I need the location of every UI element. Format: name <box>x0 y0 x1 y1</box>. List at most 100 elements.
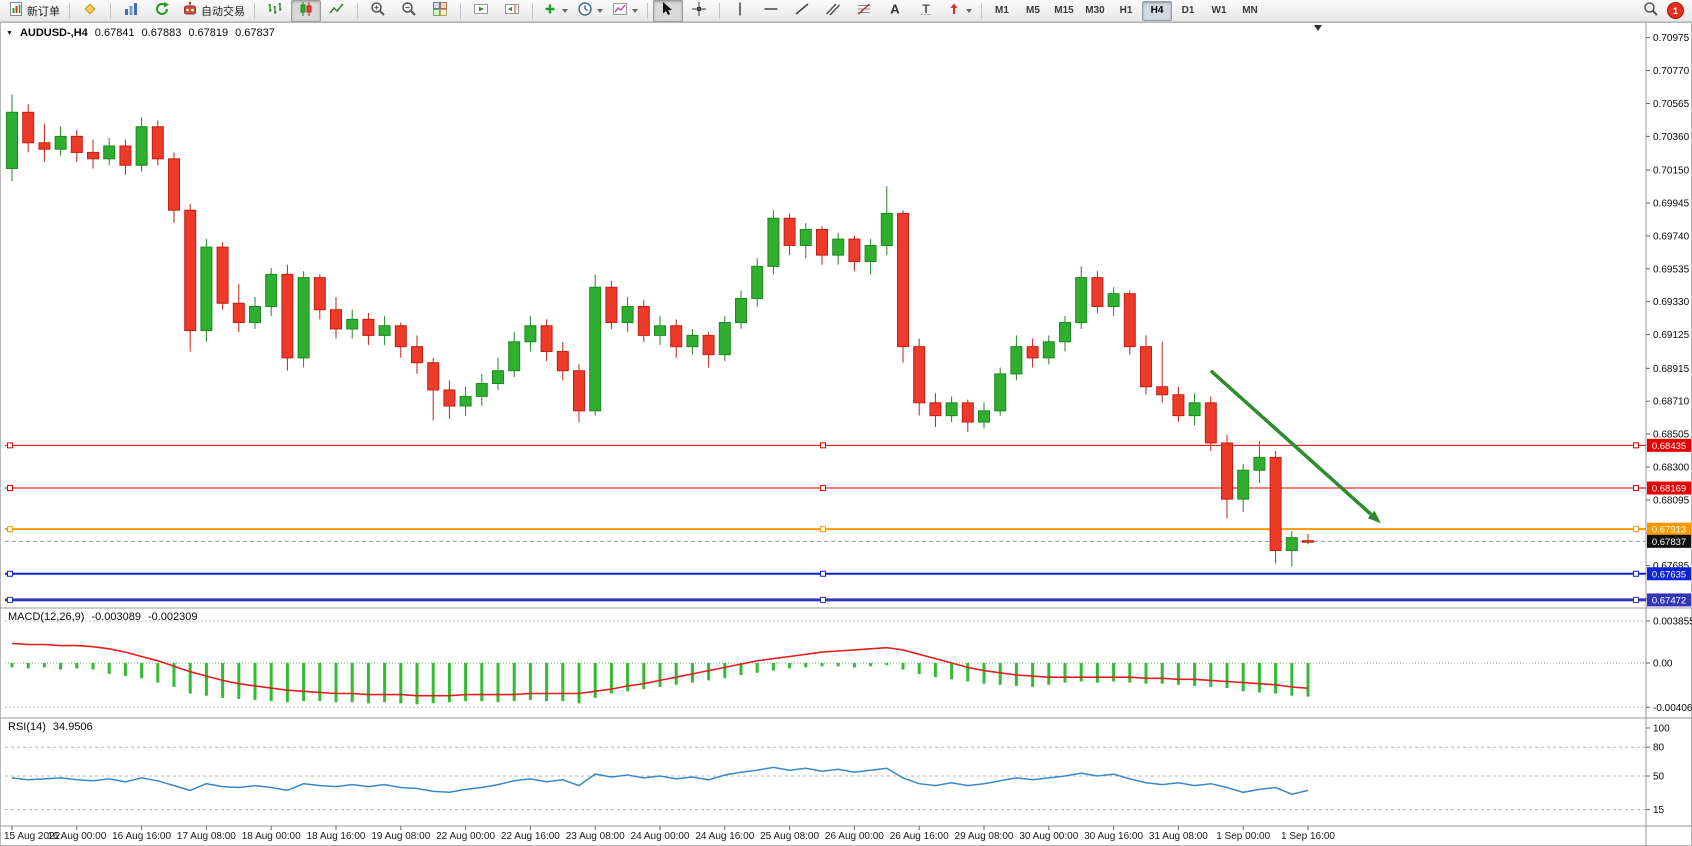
horizontal-line-tool-button[interactable] <box>756 0 786 22</box>
svg-text:26 Aug 16:00: 26 Aug 16:00 <box>890 831 949 842</box>
svg-text:17 Aug 08:00: 17 Aug 08:00 <box>177 831 236 842</box>
chart-shift-button[interactable] <box>497 0 527 22</box>
timeframe-m30-button[interactable]: M30 <box>1085 5 1105 16</box>
periods-button[interactable] <box>573 0 607 22</box>
templates-button[interactable] <box>608 0 642 22</box>
chart-ohlc-header: ▼ AUDUSD-,H4 0.67841 0.67883 0.67819 0.6… <box>6 27 275 39</box>
toolbar-separator <box>647 2 648 19</box>
search-button[interactable] <box>1636 0 1666 22</box>
indicators-button[interactable] <box>538 0 572 22</box>
rsi-pane[interactable]: 100 80 50 15 <box>5 724 1670 817</box>
svg-text:100: 100 <box>1653 724 1670 735</box>
profiles-button[interactable] <box>75 0 105 22</box>
svg-text:A: A <box>890 2 900 17</box>
ohlc-high: 0.67883 <box>141 27 182 39</box>
trend-arrow-object[interactable] <box>1209 369 1381 524</box>
auto-trading-robot-icon <box>182 1 198 20</box>
chart-shift-marker[interactable] <box>1314 25 1322 31</box>
macd-indicator-label: MACD(12,26,9) -0.003089 -0.002309 <box>8 611 198 623</box>
price-tags: 0.68435 0.68169 0.67913 0.67635 0.67472 0.678… <box>1647 438 1691 607</box>
timeframe-mn-button[interactable]: MN <box>1242 5 1258 16</box>
timeframe-w1-button[interactable]: W1 <box>1211 5 1227 16</box>
line-chart-button[interactable] <box>322 0 352 22</box>
svg-text:0.68505: 0.68505 <box>1653 430 1690 441</box>
ohlc-bars-icon <box>267 1 283 20</box>
horizontal-line-icon <box>763 1 779 20</box>
rsi-name: RSI(14) <box>8 721 46 733</box>
text-label-tool-button[interactable]: T <box>911 0 941 22</box>
zoom-in-button[interactable] <box>363 0 393 22</box>
toolbar-separator <box>532 2 533 19</box>
profile-diamond-icon <box>82 1 98 20</box>
new-order-button[interactable]: 新订单 <box>4 0 64 22</box>
text-tool-button[interactable]: A <box>880 0 910 22</box>
svg-text:0.67635: 0.67635 <box>1652 569 1686 580</box>
zoom-out-button[interactable] <box>394 0 424 22</box>
svg-text:0.67472: 0.67472 <box>1652 595 1686 606</box>
svg-text:26 Aug 00:00: 26 Aug 00:00 <box>825 831 884 842</box>
fibonacci-tool-button[interactable] <box>849 0 879 22</box>
fibonacci-icon <box>856 1 872 20</box>
equidistant-channel-icon <box>825 1 841 20</box>
svg-text:22 Aug 16:00: 22 Aug 16:00 <box>501 831 560 842</box>
svg-text:15 Aug 2022: 15 Aug 2022 <box>4 831 61 842</box>
ohlc-close: 0.67837 <box>235 27 275 39</box>
timeframe-m1-button[interactable]: M1 <box>995 5 1009 16</box>
svg-text:0.69330: 0.69330 <box>1653 297 1690 308</box>
symbol-title: AUDUSD-,H4 <box>19 27 88 39</box>
bar-chart-button[interactable] <box>260 0 290 22</box>
timeframe-d1-button[interactable]: D1 <box>1181 5 1195 16</box>
svg-text:0.70770: 0.70770 <box>1653 66 1690 77</box>
chart-shift-icon <box>504 1 520 20</box>
arrows-tool-button[interactable] <box>942 0 976 22</box>
auto-trading-label: 自动交易 <box>201 5 245 18</box>
toolbar-separator <box>357 2 358 19</box>
svg-text:50: 50 <box>1653 772 1665 783</box>
svg-text:0.69125: 0.69125 <box>1653 330 1690 341</box>
zoom-in-icon <box>370 1 386 20</box>
toolbar-separator <box>981 2 982 19</box>
svg-text:22 Aug 00:00: 22 Aug 00:00 <box>436 831 495 842</box>
macd-pane[interactable]: 0.003855 0.00 -0.004067 <box>5 617 1692 714</box>
navigator-button[interactable] <box>147 0 177 22</box>
channel-tool-button[interactable] <box>818 0 848 22</box>
vertical-line-tool-button[interactable] <box>725 0 755 22</box>
cursor-tool-button[interactable] <box>653 0 683 22</box>
candlestick-chart-button[interactable] <box>291 0 321 22</box>
svg-text:16 Aug 00:00: 16 Aug 00:00 <box>47 831 106 842</box>
macd-name: MACD(12,26,9) <box>8 611 85 623</box>
svg-text:23 Aug 08:00: 23 Aug 08:00 <box>566 831 625 842</box>
svg-text:29 Aug 08:00: 29 Aug 08:00 <box>955 831 1014 842</box>
template-icon <box>612 1 628 20</box>
svg-text:0.69535: 0.69535 <box>1653 264 1690 275</box>
market-watch-button[interactable] <box>116 0 146 22</box>
svg-text:0.70565: 0.70565 <box>1653 99 1690 110</box>
price-axis[interactable]: 0.70975 0.70770 0.70565 0.70360 0.70150 0.699… <box>1646 33 1690 605</box>
toolbar-separator <box>110 2 111 19</box>
ohlc-open: 0.67841 <box>94 27 135 39</box>
timeframe-m5-button[interactable]: M5 <box>1026 5 1040 16</box>
auto-trading-button[interactable]: 自动交易 <box>178 0 249 22</box>
svg-text:19 Aug 08:00: 19 Aug 08:00 <box>371 831 430 842</box>
vertical-line-icon <box>732 1 748 20</box>
crosshair-tool-button[interactable] <box>684 0 714 22</box>
line-chart-icon <box>329 1 345 20</box>
svg-text:-0.004067: -0.004067 <box>1653 703 1692 714</box>
svg-text:0.68915: 0.68915 <box>1653 364 1690 375</box>
svg-text:0.00: 0.00 <box>1653 659 1673 670</box>
timeframe-h4-button[interactable]: H4 <box>1142 0 1172 21</box>
auto-scroll-icon <box>473 1 489 20</box>
timeframe-m15-button[interactable]: M15 <box>1054 5 1074 16</box>
notification-badge[interactable]: 1 <box>1667 2 1684 19</box>
macd-signal-value: -0.002309 <box>147 611 198 623</box>
trendline-tool-button[interactable] <box>787 0 817 22</box>
collapse-triangle-icon[interactable]: ▼ <box>6 29 13 37</box>
main-chart-pane[interactable] <box>5 94 1646 603</box>
tile-windows-button[interactable] <box>425 0 455 22</box>
auto-scroll-button[interactable] <box>466 0 496 22</box>
timeframe-h1-button[interactable]: H1 <box>1119 5 1133 16</box>
svg-text:0.68710: 0.68710 <box>1653 397 1690 408</box>
svg-text:16 Aug 16:00: 16 Aug 16:00 <box>112 831 171 842</box>
